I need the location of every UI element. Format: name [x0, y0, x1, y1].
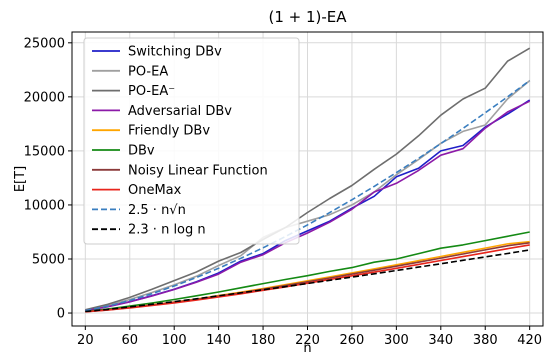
x-tick-label: 260 [340, 333, 365, 348]
series-line-3 [85, 100, 531, 312]
series-line-1 [85, 79, 531, 311]
series-line-9 [85, 249, 530, 313]
x-tick-label: 140 [206, 333, 231, 348]
legend-entry-label: 2.3 · n log n [128, 223, 206, 238]
y-axis-label: E[T] [13, 166, 28, 192]
chart-title: (1 + 1)-EA [268, 8, 347, 26]
x-tick-label: 60 [121, 333, 138, 348]
legend-entry-label: Noisy Linear Function [128, 163, 268, 178]
legend-entry-label: Switching DBv [128, 45, 222, 60]
legend-entry-label: Adversarial DBv [128, 104, 232, 119]
x-tick-label: 220 [295, 333, 320, 348]
y-tick-label: 10000 [24, 198, 65, 213]
x-tick-label: 100 [162, 333, 187, 348]
y-tick-label: 5000 [32, 252, 65, 267]
x-tick-label: 380 [473, 333, 498, 348]
series-line-5 [85, 231, 530, 313]
legend-box [83, 37, 300, 245]
y-tick-label: 15000 [24, 144, 65, 159]
x-tick-label: 300 [384, 333, 409, 348]
legend-entry-label: 2.5 · n√n [128, 203, 186, 218]
legend-entry-label: Friendly DBv [128, 124, 210, 139]
axis-ticks: 20 60 100 140 180 220 260 300 340 380 420 0 5000 1000… [24, 36, 542, 348]
legend-entry-label: OneMax [128, 183, 182, 198]
series-line-2 [85, 47, 531, 311]
legend-entry-label: DBv [128, 144, 155, 159]
series-lines [85, 47, 531, 313]
y-tick-label: 0 [57, 307, 65, 322]
legend-entry-label: PO-EA [128, 64, 168, 79]
legend: Switching DBv PO-EA PO-EA⁻ Adversarial DBv F… [83, 37, 300, 245]
x-tick-label: 20 [77, 333, 94, 348]
x-tick-label: 180 [251, 333, 276, 348]
series-line-8 [85, 79, 531, 312]
x-tick-label: 420 [517, 333, 542, 348]
series-line-7 [85, 244, 530, 313]
x-axis-label: n [303, 341, 311, 356]
legend-entry-label: PO-EA⁻ [128, 84, 175, 99]
y-tick-label: 20000 [24, 90, 65, 105]
x-tick-label: 340 [428, 333, 453, 348]
y-tick-label: 25000 [24, 36, 65, 51]
